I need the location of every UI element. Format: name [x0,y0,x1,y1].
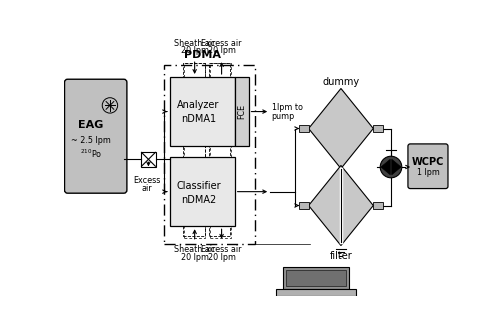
Bar [210,63,231,238]
Bar [374,202,382,208]
Polygon shape [308,166,374,245]
Text: air: air [142,184,152,193]
Text: pump: pump [272,113,295,122]
Text: ~ 2.5 lpm: ~ 2.5 lpm [71,136,110,145]
Text: nDMA2: nDMA2 [181,195,216,205]
Text: 1 lpm: 1 lpm [416,168,440,177]
Text: Sheath air: Sheath air [174,245,216,254]
Bar [286,270,346,286]
Polygon shape [392,159,401,175]
Text: $^{210}$Po: $^{210}$Po [80,148,102,160]
Bar [374,126,382,132]
Polygon shape [381,159,390,175]
Text: 1lpm to: 1lpm to [272,103,302,112]
Bar [141,152,156,167]
Bar [276,289,356,296]
FancyBboxPatch shape [64,79,127,193]
Text: 20 lpm: 20 lpm [180,46,208,55]
Text: PDMA: PDMA [184,50,221,60]
Bar [170,77,234,146]
Bar [164,65,254,244]
Text: FCE: FCE [237,104,246,119]
Text: Analyzer: Analyzer [178,101,220,111]
Bar [208,63,230,236]
Bar [170,157,234,226]
Text: Excess air: Excess air [202,245,242,254]
Text: EAG: EAG [78,120,104,130]
Text: 20 lpm: 20 lpm [208,46,236,55]
Polygon shape [308,89,374,168]
Text: Sheath air: Sheath air [174,39,216,48]
Text: 20 lpm: 20 lpm [208,253,236,262]
Text: Excess: Excess [133,176,160,185]
Text: Excess air: Excess air [202,39,242,48]
Text: nDMA1: nDMA1 [181,114,216,124]
Bar [184,63,204,238]
Circle shape [380,156,402,178]
Bar [234,77,248,146]
Text: WCPC: WCPC [412,157,444,166]
Text: dummy: dummy [322,77,360,87]
Bar [283,267,348,289]
Text: 20 lpm: 20 lpm [180,253,208,262]
Text: Classifier: Classifier [176,181,221,191]
Bar [300,202,308,208]
Bar [183,63,204,236]
FancyBboxPatch shape [408,144,448,188]
Bar [300,126,308,132]
Text: filter: filter [330,250,352,260]
